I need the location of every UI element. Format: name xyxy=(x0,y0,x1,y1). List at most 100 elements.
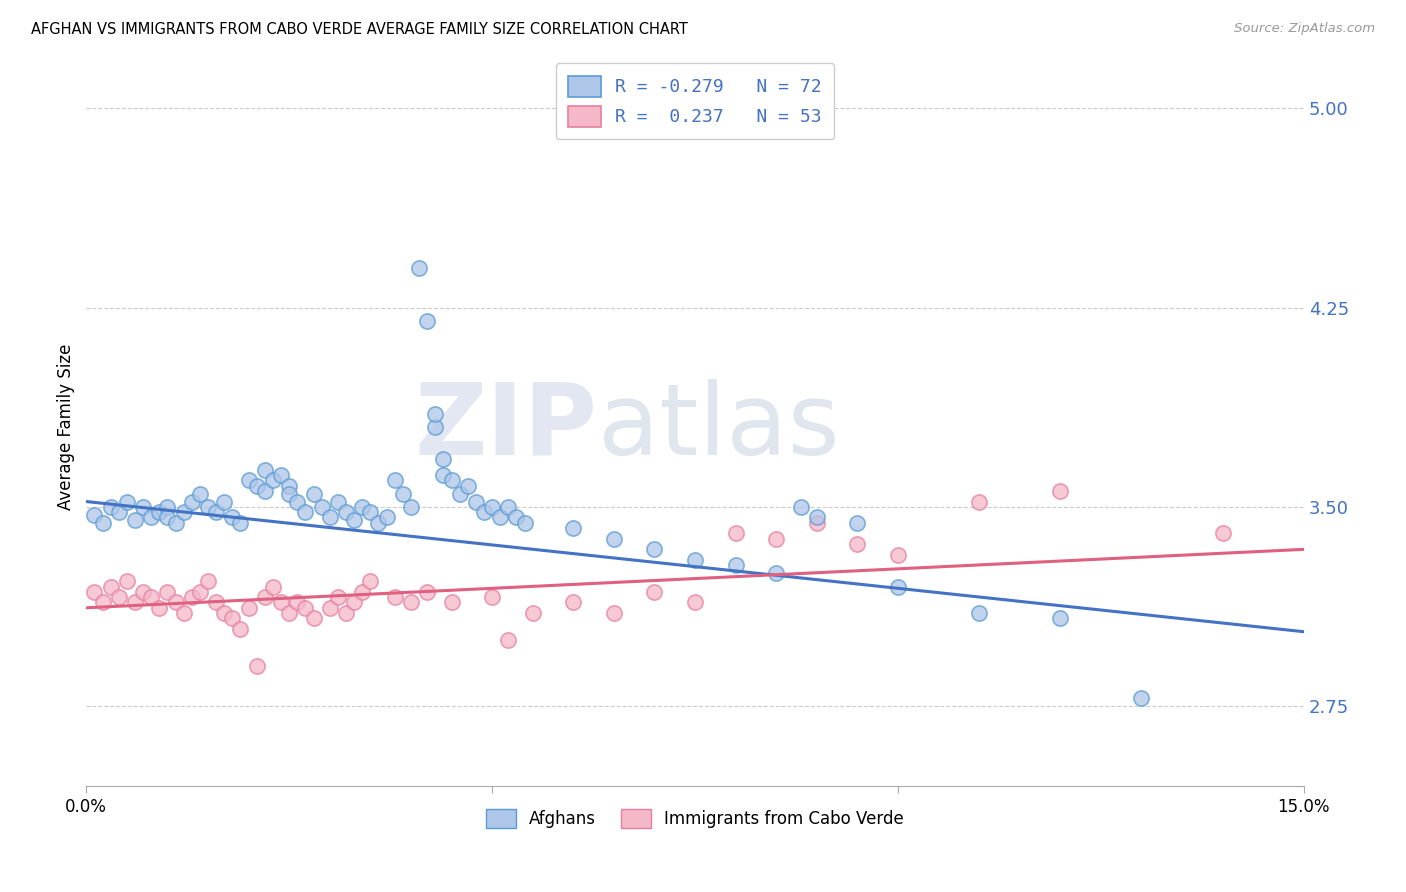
Point xyxy=(91,516,114,530)
Point xyxy=(278,486,301,500)
Point xyxy=(498,632,520,647)
Point xyxy=(221,611,243,625)
Text: atlas: atlas xyxy=(598,378,839,475)
Point xyxy=(724,526,747,541)
Point xyxy=(724,558,747,573)
Point xyxy=(326,494,349,508)
Point xyxy=(156,510,179,524)
Point xyxy=(489,510,512,524)
Point xyxy=(180,590,202,604)
Point xyxy=(425,407,447,421)
Y-axis label: Average Family Size: Average Family Size xyxy=(58,344,75,510)
Point xyxy=(229,622,252,636)
Point xyxy=(197,574,219,589)
Point xyxy=(294,505,316,519)
Point xyxy=(464,494,486,508)
Point xyxy=(238,600,260,615)
Point xyxy=(188,585,211,599)
Point xyxy=(107,590,129,604)
Point xyxy=(416,314,439,328)
Point xyxy=(205,505,228,519)
Point xyxy=(214,494,236,508)
Point xyxy=(253,463,276,477)
Point xyxy=(806,510,828,524)
Point xyxy=(335,505,357,519)
Point xyxy=(562,595,585,609)
Point xyxy=(294,600,316,615)
Point xyxy=(457,478,479,492)
Legend: Afghans, Immigrants from Cabo Verde: Afghans, Immigrants from Cabo Verde xyxy=(479,802,911,835)
Point xyxy=(124,595,146,609)
Point xyxy=(173,505,195,519)
Point xyxy=(311,500,333,514)
Point xyxy=(148,505,170,519)
Point xyxy=(1049,483,1071,498)
Point xyxy=(887,580,910,594)
Text: ZIP: ZIP xyxy=(415,378,598,475)
Point xyxy=(319,600,342,615)
Point xyxy=(846,537,869,551)
Point xyxy=(91,595,114,609)
Point xyxy=(124,513,146,527)
Point xyxy=(83,508,105,522)
Point xyxy=(173,606,195,620)
Point xyxy=(432,452,454,467)
Point xyxy=(472,505,495,519)
Point xyxy=(253,590,276,604)
Point xyxy=(352,585,374,599)
Point xyxy=(343,513,366,527)
Point xyxy=(262,473,284,487)
Point xyxy=(603,532,626,546)
Point xyxy=(188,486,211,500)
Point xyxy=(643,585,665,599)
Point xyxy=(270,467,292,482)
Point xyxy=(229,516,252,530)
Point xyxy=(302,486,325,500)
Point xyxy=(132,585,155,599)
Point xyxy=(214,606,236,620)
Point xyxy=(449,486,471,500)
Point xyxy=(302,611,325,625)
Point xyxy=(603,606,626,620)
Point xyxy=(326,590,349,604)
Point xyxy=(375,510,398,524)
Point xyxy=(806,516,828,530)
Point xyxy=(432,467,454,482)
Point xyxy=(335,606,357,620)
Point xyxy=(205,595,228,609)
Point xyxy=(278,478,301,492)
Point xyxy=(262,580,284,594)
Point xyxy=(416,585,439,599)
Point xyxy=(505,510,527,524)
Point xyxy=(100,500,122,514)
Point xyxy=(180,494,202,508)
Point xyxy=(789,500,811,514)
Point xyxy=(285,494,308,508)
Point xyxy=(253,483,276,498)
Point xyxy=(359,574,381,589)
Text: Source: ZipAtlas.com: Source: ZipAtlas.com xyxy=(1234,22,1375,36)
Point xyxy=(513,516,536,530)
Point xyxy=(522,606,544,620)
Point xyxy=(165,595,187,609)
Point xyxy=(643,542,665,557)
Point xyxy=(765,532,787,546)
Point xyxy=(270,595,292,609)
Point xyxy=(562,521,585,535)
Point xyxy=(967,606,990,620)
Point xyxy=(141,590,163,604)
Point xyxy=(238,473,260,487)
Point xyxy=(107,505,129,519)
Point xyxy=(156,500,179,514)
Point xyxy=(683,553,706,567)
Point xyxy=(278,606,301,620)
Point xyxy=(343,595,366,609)
Point xyxy=(115,574,138,589)
Point xyxy=(83,585,105,599)
Point xyxy=(367,516,389,530)
Point xyxy=(384,590,406,604)
Point xyxy=(246,478,269,492)
Point xyxy=(156,585,179,599)
Point xyxy=(1130,691,1153,706)
Point xyxy=(683,595,706,609)
